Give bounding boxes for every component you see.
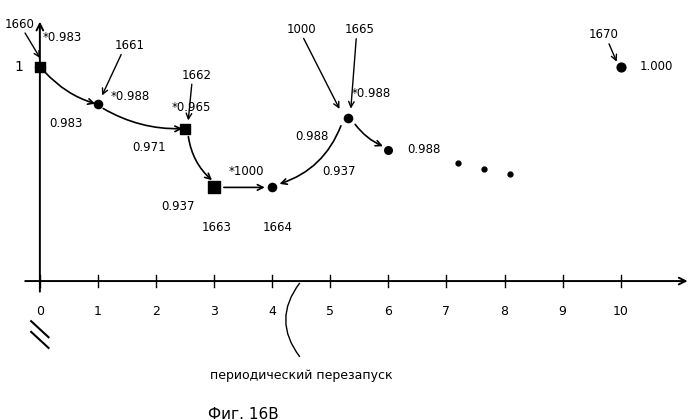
Text: 0.937: 0.937 [161, 200, 195, 213]
Point [34, 64, 45, 71]
Text: 0: 0 [36, 305, 44, 318]
Point [92, 101, 103, 108]
Text: 1: 1 [15, 60, 24, 74]
Text: 8: 8 [500, 305, 509, 318]
Text: 1660: 1660 [5, 18, 34, 31]
Text: 9: 9 [559, 305, 567, 318]
Text: 5: 5 [326, 305, 334, 318]
Point [383, 147, 394, 153]
Text: *0.988: *0.988 [352, 87, 391, 100]
Point [208, 184, 219, 191]
Text: 0.983: 0.983 [50, 117, 82, 130]
Text: 1664: 1664 [263, 221, 293, 234]
Text: 7: 7 [442, 305, 450, 318]
Text: 0.988: 0.988 [295, 130, 329, 143]
Text: 3: 3 [210, 305, 218, 318]
Text: 1661: 1661 [115, 39, 145, 52]
Text: 1663: 1663 [202, 221, 232, 234]
Text: 6: 6 [384, 305, 392, 318]
Text: Фиг. 16B: Фиг. 16B [208, 407, 278, 420]
Text: 4: 4 [268, 305, 276, 318]
Text: 1662: 1662 [182, 68, 212, 81]
Text: периодический перезапуск: периодический перезапуск [210, 369, 393, 382]
Text: *1000: *1000 [229, 165, 264, 178]
Point [180, 125, 191, 132]
Point [615, 64, 626, 71]
Text: 1: 1 [94, 305, 102, 318]
Point [266, 184, 278, 191]
Text: 1670: 1670 [589, 29, 618, 42]
Text: 2: 2 [152, 305, 160, 318]
Text: *0.965: *0.965 [171, 101, 210, 114]
Point [342, 115, 353, 121]
Text: *0.983: *0.983 [43, 31, 82, 44]
Text: *0.988: *0.988 [110, 90, 150, 103]
Text: 1.000: 1.000 [640, 60, 673, 74]
Text: 10: 10 [613, 305, 628, 318]
Text: 0.988: 0.988 [408, 144, 441, 156]
Text: 0.971: 0.971 [132, 141, 166, 154]
Text: 1000: 1000 [287, 23, 316, 36]
Text: 1665: 1665 [345, 23, 374, 36]
Text: 0.937: 0.937 [322, 165, 356, 178]
